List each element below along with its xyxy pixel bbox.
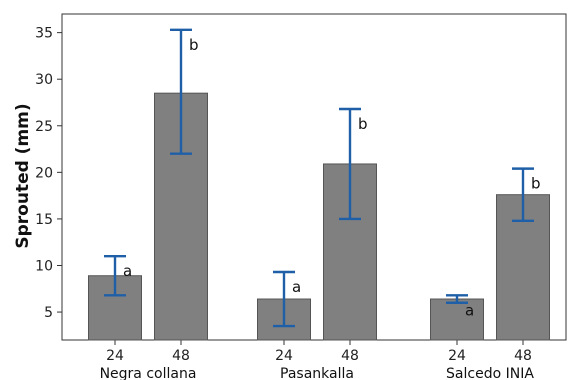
y-tick-label: 25 [35,119,53,135]
bar [430,298,484,341]
y-tick-label: 5 [44,305,53,321]
y-tick-label: 35 [35,26,53,42]
error-bars-layer [104,28,534,328]
x-tick-label: 24 [448,348,466,364]
significance-letter: b [531,175,541,193]
y-tick-label: 20 [35,165,53,181]
plot-frame [61,13,567,341]
group-label: Negra collana [100,366,197,380]
significance-letter: a [292,278,301,296]
x-tick-label: 48 [172,348,190,364]
significance-letter: b [189,36,199,54]
x-tick-label: 48 [514,348,532,364]
significance-letter: a [123,262,132,280]
group-label: Pasankalla [280,366,354,380]
x-tick-label: 24 [106,348,124,364]
labels-layer: a b a b a b [123,36,541,319]
y-tick-label: 15 [35,212,53,228]
y-tick-label: 10 [35,258,53,274]
significance-letter: b [358,115,368,133]
significance-letter: a [465,301,474,319]
bars-layer [88,92,550,341]
group-label: Salcedo INIA [446,366,534,380]
x-tick-label: 48 [341,348,359,364]
x-tick-label: 24 [275,348,293,364]
y-axis-title: Sprouted (mm) [13,103,33,248]
axes: 5 10 15 20 25 30 35 24 48 Negra collana 24 48 Pasank… [35,13,567,380]
y-tick-label: 30 [35,72,53,88]
